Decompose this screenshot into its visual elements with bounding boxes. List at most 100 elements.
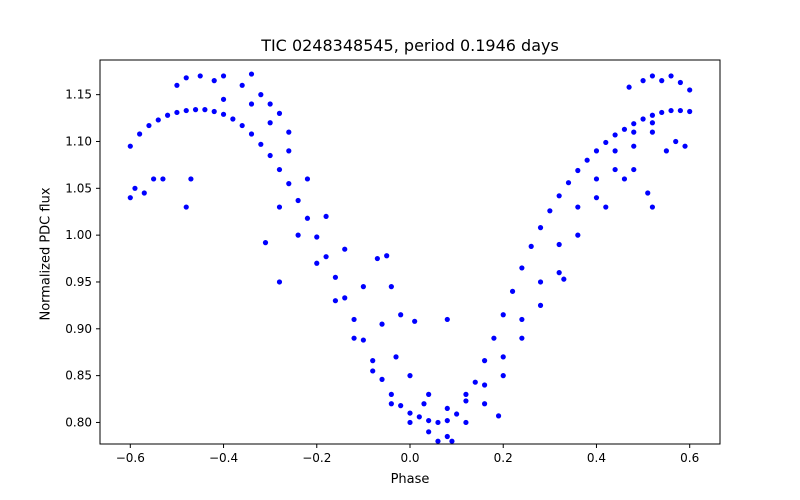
data-point bbox=[351, 316, 357, 323]
data-point bbox=[444, 417, 450, 424]
data-point bbox=[248, 131, 255, 137]
data-point bbox=[556, 270, 562, 276]
x-tick-label: 0.0 bbox=[400, 451, 419, 465]
data-points bbox=[127, 71, 693, 444]
data-point bbox=[351, 335, 357, 341]
data-point bbox=[659, 109, 665, 116]
data-point bbox=[537, 279, 544, 285]
data-point bbox=[248, 101, 255, 107]
data-point bbox=[379, 321, 385, 327]
data-point bbox=[276, 204, 283, 210]
y-tick-label: 1.10 bbox=[65, 134, 92, 148]
data-point bbox=[393, 354, 399, 360]
data-point bbox=[649, 120, 656, 126]
data-point bbox=[230, 116, 236, 122]
data-point bbox=[384, 253, 390, 259]
data-point bbox=[449, 438, 455, 444]
data-point bbox=[342, 246, 348, 252]
y-axis-label: Normalized PDC flux bbox=[38, 187, 54, 321]
data-point bbox=[640, 78, 646, 84]
data-point bbox=[276, 166, 283, 173]
data-point bbox=[593, 148, 600, 154]
data-point bbox=[612, 148, 618, 154]
data-point bbox=[407, 373, 413, 379]
data-point bbox=[211, 78, 217, 84]
data-point bbox=[593, 195, 600, 201]
x-axis-label: Phase bbox=[390, 472, 430, 487]
data-point bbox=[220, 96, 227, 102]
y-tick-label: 1.00 bbox=[65, 228, 92, 242]
data-point bbox=[146, 122, 152, 129]
data-point bbox=[519, 316, 525, 323]
data-point bbox=[267, 152, 273, 159]
data-point bbox=[192, 107, 199, 113]
data-point bbox=[575, 232, 581, 238]
data-point bbox=[663, 148, 669, 154]
y-axis-ticks: 0.80 0.85 0.90 0.95 1.00 1.05 1.10 1.15 bbox=[65, 88, 100, 429]
data-point bbox=[645, 190, 651, 196]
data-point bbox=[509, 288, 516, 294]
data-point bbox=[379, 376, 385, 382]
data-point bbox=[374, 255, 380, 262]
data-point bbox=[304, 215, 311, 221]
data-point bbox=[286, 181, 292, 187]
y-tick-label: 0.85 bbox=[65, 369, 92, 383]
data-point bbox=[248, 71, 255, 77]
data-point bbox=[612, 132, 618, 138]
data-point bbox=[519, 335, 525, 341]
data-point bbox=[262, 240, 269, 246]
data-point bbox=[360, 337, 366, 343]
data-point bbox=[220, 111, 227, 117]
data-point bbox=[276, 279, 283, 285]
data-point bbox=[481, 358, 488, 364]
data-point bbox=[398, 312, 404, 318]
x-tick-label: 0.6 bbox=[680, 451, 699, 465]
data-point bbox=[495, 413, 502, 419]
data-point bbox=[370, 358, 376, 364]
data-point bbox=[500, 354, 506, 360]
data-point bbox=[132, 185, 138, 191]
data-point bbox=[304, 176, 311, 182]
data-point bbox=[640, 116, 646, 122]
data-point bbox=[631, 129, 637, 135]
data-point bbox=[188, 176, 194, 182]
data-point bbox=[463, 419, 469, 426]
data-point bbox=[500, 373, 506, 379]
data-point bbox=[528, 243, 534, 249]
data-point bbox=[258, 141, 264, 147]
data-point bbox=[398, 403, 404, 409]
data-point bbox=[314, 234, 320, 240]
data-point bbox=[668, 73, 674, 79]
data-point bbox=[537, 225, 544, 231]
y-tick-label: 1.15 bbox=[65, 88, 92, 102]
data-point bbox=[127, 143, 133, 149]
data-point bbox=[631, 166, 637, 173]
data-point bbox=[472, 379, 478, 385]
data-point bbox=[258, 92, 264, 98]
data-point bbox=[323, 213, 329, 220]
data-point bbox=[631, 143, 637, 149]
data-point bbox=[370, 368, 376, 374]
data-point bbox=[444, 433, 450, 440]
data-point bbox=[388, 284, 394, 290]
data-point bbox=[239, 82, 245, 88]
data-point bbox=[151, 176, 157, 182]
data-point bbox=[314, 260, 320, 266]
data-point bbox=[649, 129, 656, 135]
data-point bbox=[500, 312, 506, 318]
data-point bbox=[649, 204, 656, 210]
data-point bbox=[463, 398, 469, 404]
data-point bbox=[183, 204, 189, 210]
x-tick-label: −0.6 bbox=[116, 451, 145, 465]
data-point bbox=[673, 138, 679, 145]
y-tick-label: 0.80 bbox=[65, 415, 92, 429]
data-point bbox=[612, 166, 618, 173]
data-point bbox=[621, 126, 628, 132]
data-point bbox=[141, 190, 147, 196]
data-point bbox=[183, 107, 189, 114]
data-point bbox=[164, 112, 171, 118]
data-point bbox=[160, 176, 166, 182]
data-point bbox=[360, 284, 366, 290]
data-point bbox=[155, 117, 161, 123]
